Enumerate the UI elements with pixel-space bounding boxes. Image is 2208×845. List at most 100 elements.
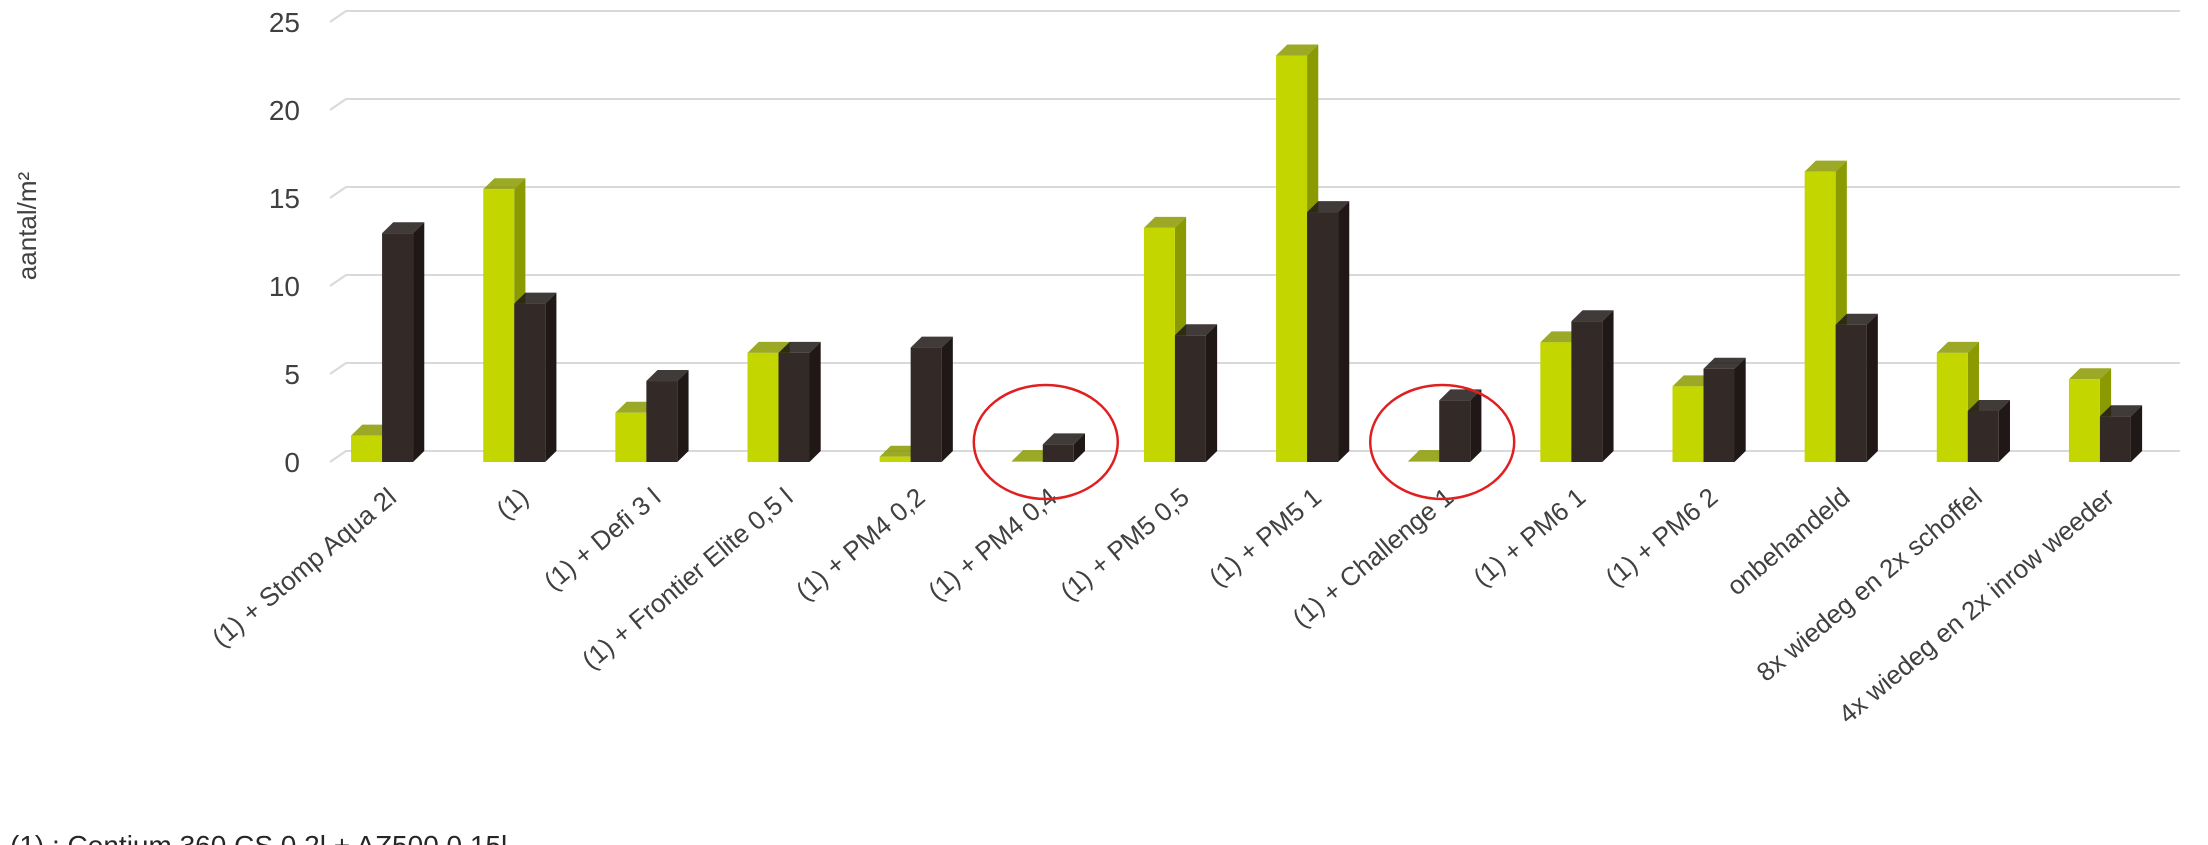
x-tick-label: (1) + Stomp Aqua 2l	[206, 482, 402, 653]
bar-top	[2099, 405, 2143, 417]
bar-top	[646, 370, 689, 382]
y-tick-label: 5	[284, 359, 300, 390]
bar-side	[677, 370, 689, 462]
bar	[1967, 399, 2010, 462]
bar-top	[514, 292, 557, 304]
bar	[1174, 324, 1218, 462]
bar-front	[2099, 416, 2131, 462]
annotations	[972, 383, 1516, 501]
bar-front	[1703, 368, 1735, 462]
y-tick-label: 25	[269, 7, 300, 38]
bar-front	[1408, 461, 1440, 462]
gridline	[329, 186, 2180, 199]
bar-side	[2130, 405, 2143, 462]
x-tick-label: (1) + PM4 0,2	[790, 482, 930, 607]
bar-front	[747, 352, 779, 462]
x-tick-label: (1) + Frontier Elite 0,5 l	[576, 482, 798, 675]
bar-front	[2068, 379, 2100, 462]
x-tick-label: (1)	[490, 482, 534, 525]
bar-front	[1042, 444, 1074, 462]
bar-top	[778, 341, 821, 353]
bar-side	[1998, 399, 2010, 462]
bar	[1307, 201, 1350, 462]
gridline	[329, 98, 2180, 111]
bar-front	[1143, 227, 1175, 462]
gridline	[329, 362, 2180, 375]
bar-top	[747, 341, 790, 353]
bar-front	[351, 435, 383, 462]
bar-top	[1835, 313, 1878, 325]
bar-top	[910, 336, 953, 348]
bar	[778, 341, 821, 462]
bar-side	[941, 336, 953, 462]
x-tick-label: (1) + PM5 0,5	[1054, 482, 1194, 607]
bar-top	[1307, 201, 1350, 213]
bar-side	[413, 222, 425, 462]
x-tick-label: (1) + PM4 0,4	[922, 482, 1062, 607]
bar-front	[1672, 386, 1704, 462]
bar	[483, 178, 526, 462]
bar	[382, 222, 425, 462]
bar	[1703, 357, 1746, 462]
bar-side	[809, 341, 821, 462]
gridline	[329, 10, 2180, 23]
bar-top	[1703, 357, 1746, 369]
grid-lines	[329, 10, 2180, 463]
highlight-circle	[972, 383, 1120, 501]
bar-top	[483, 178, 526, 190]
y-tick-label: 20	[269, 95, 300, 126]
y-axis-ticks: 0 5 10 15 20 25	[269, 7, 300, 478]
bar-top	[1439, 389, 1482, 401]
y-tick-label: 15	[269, 183, 300, 214]
bar-front	[1936, 352, 1968, 462]
bar-side	[1602, 310, 1614, 462]
bar-front	[1307, 212, 1339, 462]
bar	[2099, 405, 2143, 462]
bar	[1571, 310, 1614, 462]
bar-side	[1338, 201, 1350, 462]
bar-front	[1804, 171, 1836, 462]
y-axis-label: aantal/m²	[12, 171, 42, 280]
gridline	[329, 450, 2180, 463]
bar-front	[514, 303, 546, 462]
bar-top	[1571, 310, 1614, 322]
bar	[1835, 313, 1878, 462]
bar	[1143, 216, 1187, 462]
bar-top	[2068, 368, 2112, 380]
bar-top	[1276, 44, 1319, 56]
bar-front	[1439, 400, 1471, 462]
y-tick-label: 0	[284, 447, 300, 478]
footnote: (1) : Centium 360 CS 0,2l + AZ500 0,15l	[10, 830, 507, 845]
bar-side	[545, 292, 557, 462]
gridline	[329, 274, 2180, 287]
x-tick-label: onbehandeld	[1721, 482, 1855, 602]
bar-side	[1205, 324, 1218, 462]
bar-front	[483, 189, 515, 462]
bar-front	[1011, 461, 1043, 462]
bar	[1804, 160, 1847, 462]
bar	[646, 370, 689, 462]
x-tick-label: (1) + PM5 1	[1203, 482, 1327, 593]
bar-side	[1470, 389, 1482, 462]
x-axis-ticks: (1) + Stomp Aqua 2l (1) (1) + Defi 3 l(1) …	[206, 481, 2120, 729]
highlight-circle	[1368, 383, 1516, 501]
x-tick-label: (1) + PM6 2	[1599, 482, 1723, 593]
bar-front	[1967, 410, 1999, 462]
bar-top	[382, 222, 425, 234]
bar-front	[1276, 55, 1308, 462]
bar-front	[382, 233, 414, 462]
x-tick-label: (1) + PM6 1	[1467, 482, 1591, 593]
bar-front	[646, 381, 678, 462]
bar-front	[1540, 342, 1572, 462]
bar-side	[1073, 433, 1085, 462]
bar-side	[1866, 313, 1878, 462]
bar-top	[1042, 433, 1085, 445]
x-tick-label: 4x wiedeg en 2x inrow weeder	[1833, 481, 2120, 729]
bar-front	[879, 456, 911, 462]
bars	[351, 44, 2143, 462]
bar-top	[1174, 324, 1218, 336]
bar	[514, 292, 557, 462]
bar-top	[1936, 341, 1979, 353]
bar-top	[1804, 160, 1847, 172]
